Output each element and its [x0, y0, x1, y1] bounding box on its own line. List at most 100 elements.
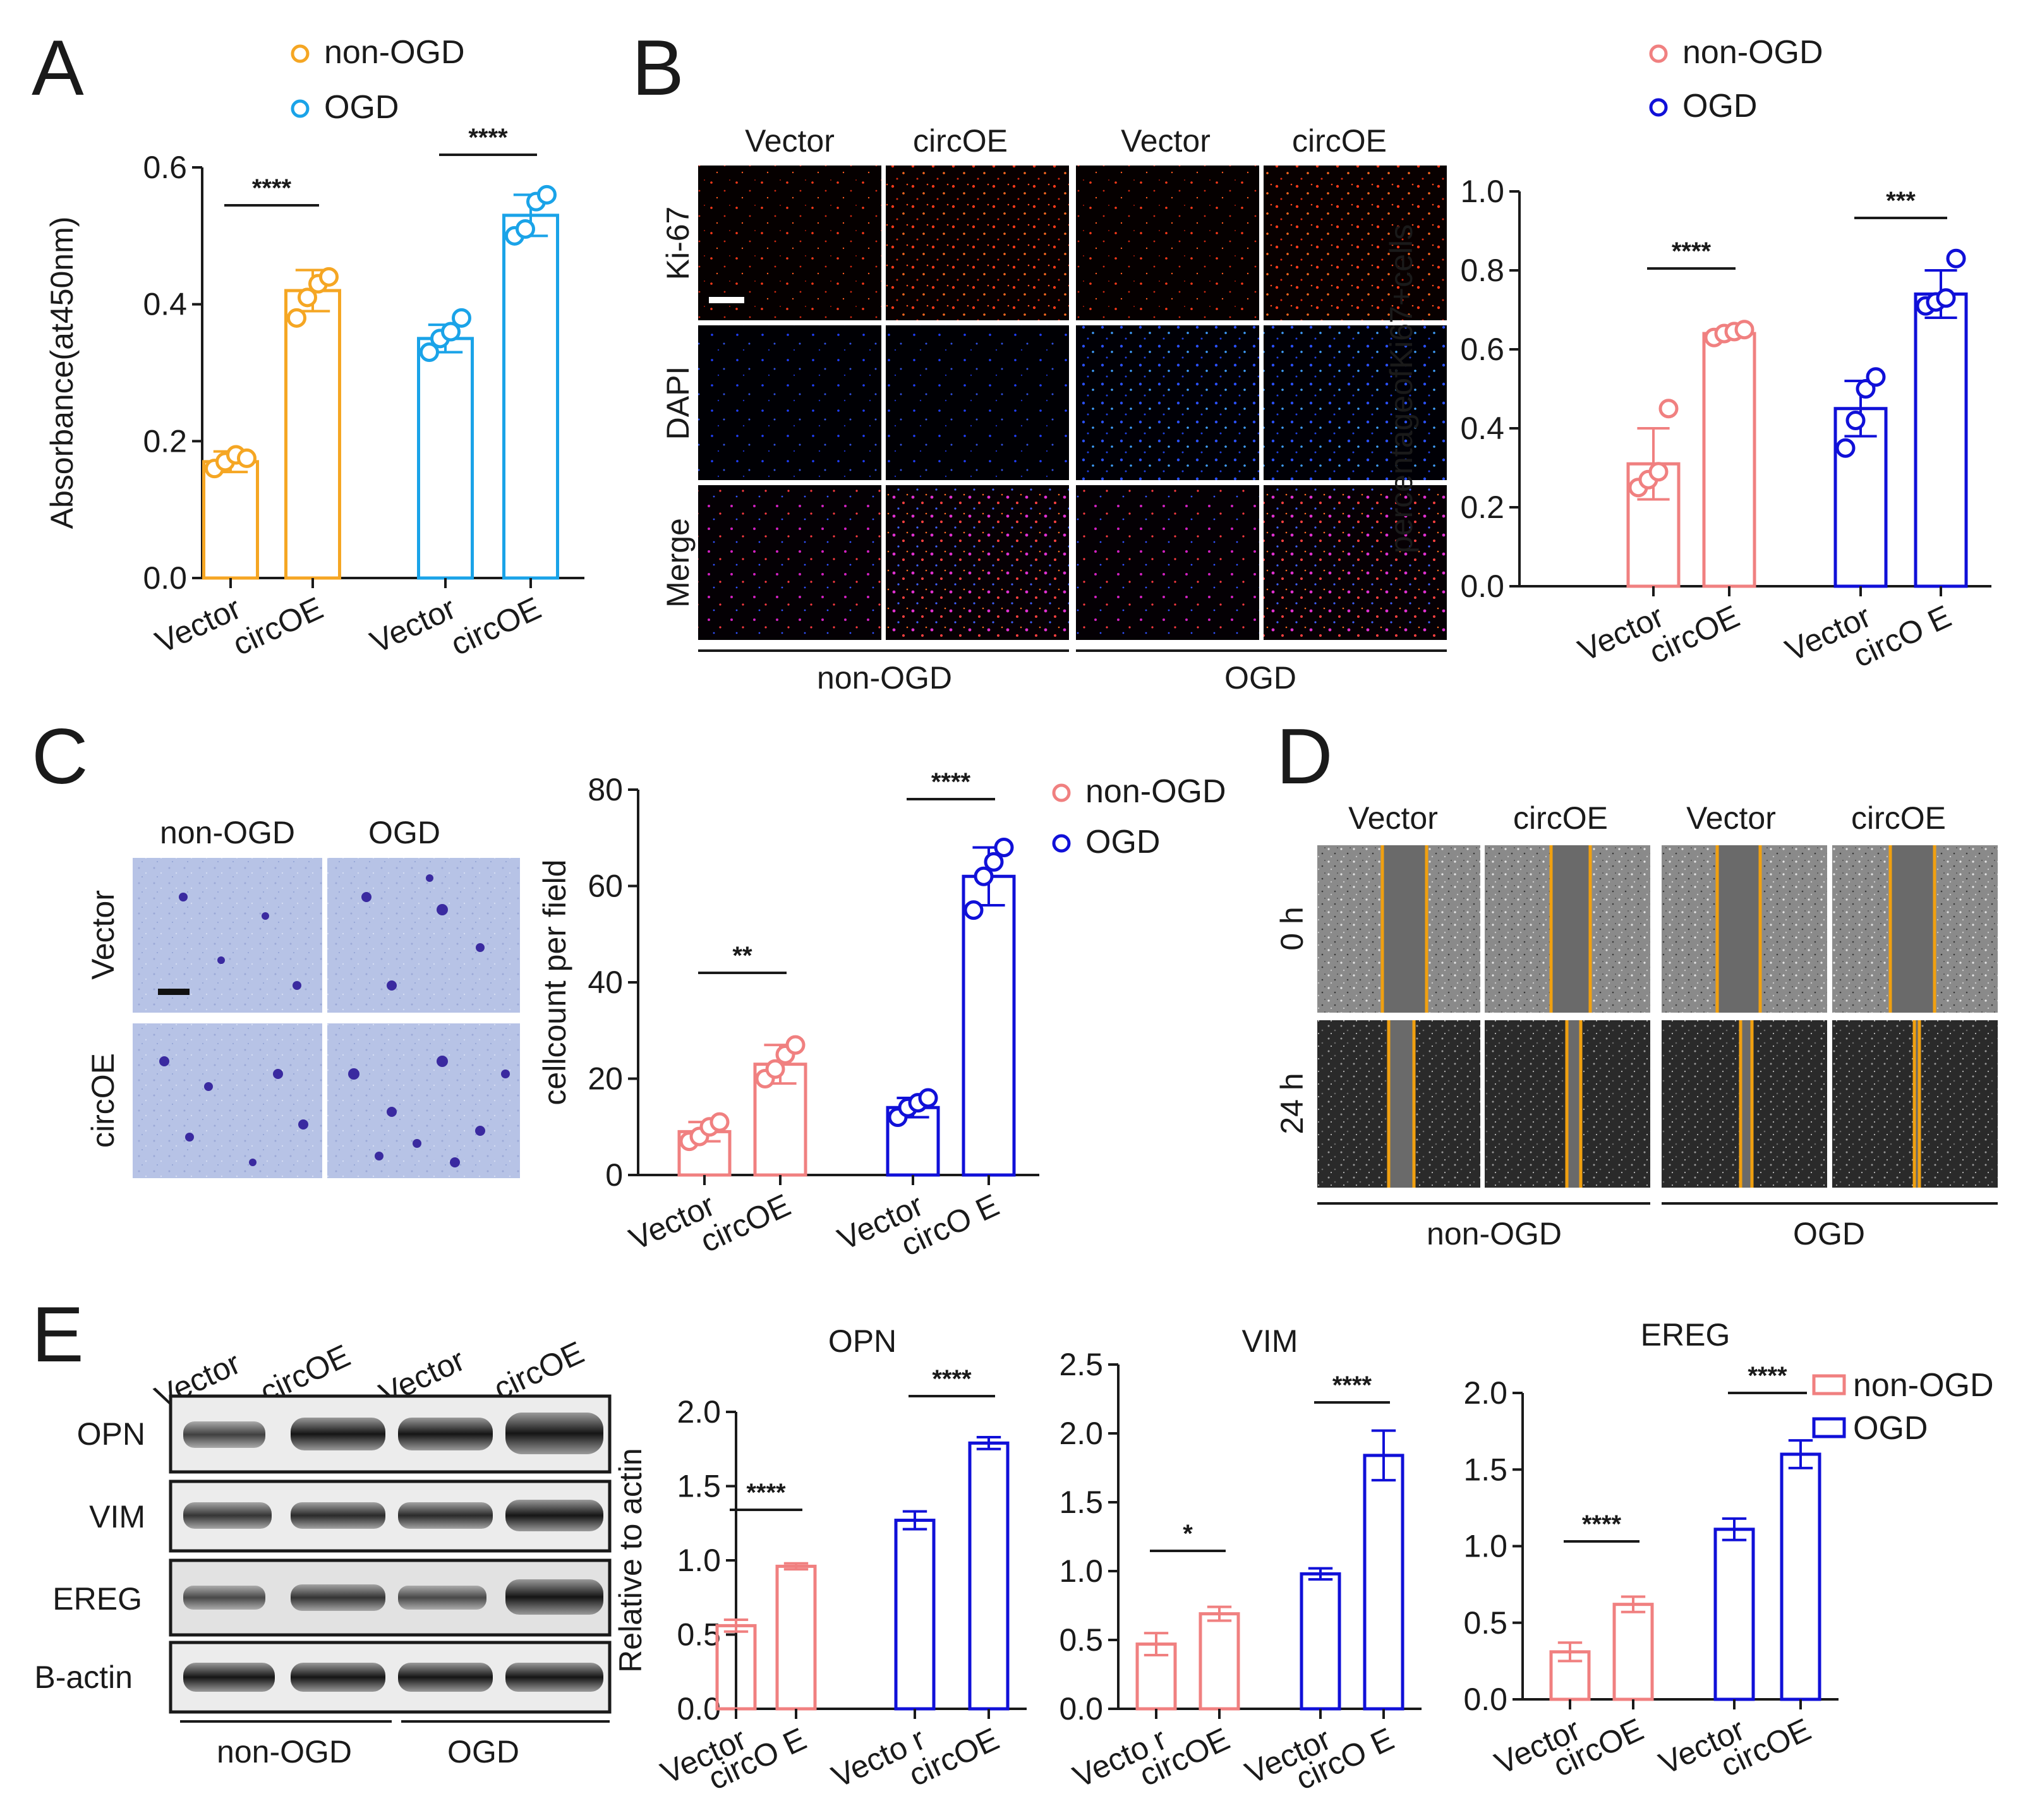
significance-label: **** [1748, 1362, 1787, 1390]
panel-letter-a: A [32, 25, 84, 112]
micrograph-ki67-panel: Vector circOE Vector circOE Ki-67 DAPI M… [660, 123, 1447, 696]
y-axis-title: cellcount per field [537, 859, 572, 1105]
b-image-ki67-circoe-nonogd [886, 166, 1069, 320]
panel-letter-e: E [32, 1291, 84, 1378]
y-tick-label: 0.5 [1463, 1605, 1507, 1641]
x-category-label: Vector [365, 590, 461, 660]
c-image-vector-ogd [327, 858, 520, 1013]
y-axis-title: Absorbance(at450nm) [44, 217, 80, 529]
y-tick-label: 0.2 [143, 423, 187, 459]
b-col-label-vector-1: Vector [745, 123, 835, 159]
legend-marker [1649, 44, 1668, 63]
bar [1713, 1528, 1755, 1701]
bar [962, 874, 1016, 1177]
data-point [984, 852, 1004, 872]
b-image-ki67-vector-nonogd [698, 166, 881, 320]
d-row-label-0h: 0 h [1274, 907, 1310, 951]
b-col-label-vector-2: Vector [1121, 123, 1211, 159]
d-col-label-circoe-2: circOE [1851, 800, 1946, 836]
significance-label: **** [252, 174, 292, 202]
data-point [1835, 438, 1856, 458]
d-col-label-circoe-1: circOE [1513, 800, 1608, 836]
y-tick-label: 2.0 [677, 1394, 721, 1430]
e-row-label-opn: OPN [77, 1416, 145, 1452]
data-point [237, 448, 257, 468]
d-row-label-24h: 24 h [1274, 1073, 1310, 1134]
y-tick-label: 80 [588, 772, 623, 807]
significance-label: **** [1582, 1510, 1622, 1538]
y-tick-label: 0.0 [143, 560, 187, 596]
y-tick-label: 0 [605, 1157, 623, 1193]
b-image-merge-vector-nonogd [698, 485, 881, 640]
x-category-label: circOE [227, 590, 329, 662]
b-row-label-ki67: Ki-67 [660, 207, 696, 280]
western-blot-panel: Vector circOE Vector circOE [34, 1335, 612, 1769]
data-point [1648, 462, 1669, 482]
scale-bar [709, 297, 744, 303]
blot-row-vim [169, 1480, 612, 1553]
micrograph-transwell-panel: non-OGD OGD Vector circOE [85, 815, 520, 1178]
data-point [452, 308, 471, 328]
y-axis-title: Relative to actin [613, 1448, 648, 1673]
b-row-label-dapi: DAPI [660, 366, 696, 440]
bar [1300, 1572, 1341, 1711]
data-point [537, 184, 557, 205]
data-point [918, 1088, 938, 1108]
bar [1780, 1452, 1821, 1701]
d-col-label-vector-2: Vector [1686, 800, 1776, 836]
legend-label: OGD [324, 89, 399, 126]
e-group-label-nonogd: non-OGD [217, 1734, 352, 1769]
panel-letter-d: D [1276, 713, 1333, 800]
significance-label: * [1183, 1520, 1193, 1548]
e-row-label-ereg: EREG [52, 1581, 142, 1617]
b-group-label-nonogd: non-OGD [817, 660, 952, 696]
legend-marker [291, 99, 310, 118]
data-point [963, 900, 984, 920]
data-point [1866, 367, 1886, 387]
bar [202, 460, 259, 580]
y-tick-label: 0.5 [677, 1617, 721, 1653]
data-point [1936, 288, 1956, 308]
c-row-label-circoe: circOE [85, 1053, 121, 1148]
data-point [1946, 248, 1966, 268]
legend-marker [1812, 1374, 1846, 1395]
b-group-label-ogd: OGD [1224, 660, 1296, 696]
data-point [420, 342, 439, 362]
legend-marker [1649, 98, 1668, 117]
legend-label: non-OGD [1085, 773, 1226, 810]
y-tick-label: 1.0 [1463, 1529, 1507, 1564]
c-col-label-nonogd: non-OGD [160, 815, 295, 850]
y-tick-label: 0.4 [1460, 411, 1504, 446]
chart-title: EREG [1641, 1317, 1730, 1353]
b-col-label-circoe-1: circOE [913, 123, 1008, 159]
b-image-dapi-vector-nonogd [698, 325, 881, 480]
b-image-dapi-circoe-nonogd [886, 325, 1069, 480]
bar [894, 1519, 936, 1711]
y-tick-label: 60 [588, 869, 623, 904]
d-scratch-gaps [1382, 845, 1935, 1188]
d-col-label-vector-1: Vector [1348, 800, 1438, 836]
bar [417, 337, 474, 580]
y-axis-title: percentageofKi67+cells [1384, 224, 1419, 553]
data-point [974, 866, 994, 886]
legend-label: OGD [1853, 1410, 1928, 1447]
legend-marker [1052, 783, 1071, 802]
y-tick-label: 0.2 [1460, 490, 1504, 525]
y-tick-label: 1.0 [1460, 174, 1504, 209]
legend-label: OGD [1085, 824, 1160, 860]
y-tick-label: 0.0 [1463, 1682, 1507, 1717]
y-tick-label: 0.0 [1460, 569, 1504, 604]
data-point [287, 308, 306, 328]
x-category-label: Vector [150, 590, 246, 660]
b-image-merge-vector-ogd [1076, 485, 1259, 640]
y-tick-label: 1.5 [1463, 1452, 1507, 1487]
b-image-ki67-circoe-ogd [1264, 166, 1447, 320]
data-point [441, 322, 461, 342]
data-point [1856, 379, 1876, 399]
blot-row-ereg [169, 1558, 612, 1637]
data-point [994, 838, 1014, 857]
chart-a: 0.00.20.40.6Absorbance(at450nm)Vectorcir… [44, 34, 584, 662]
